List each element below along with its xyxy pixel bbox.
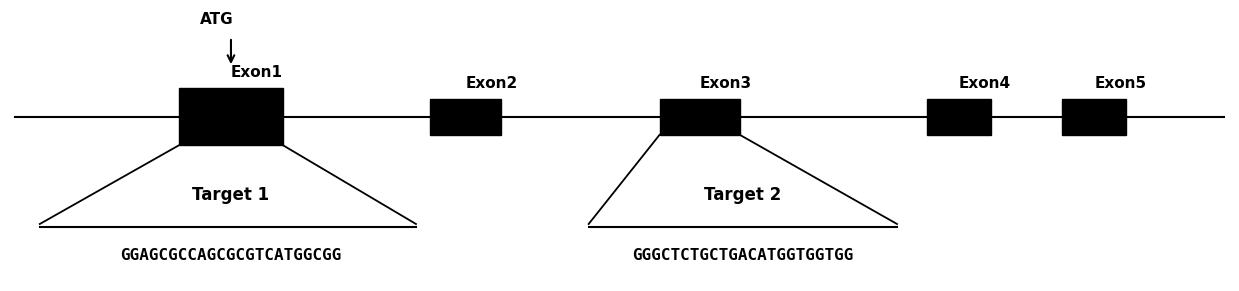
Text: Exon3: Exon3 [700,76,752,91]
Text: ATG: ATG [201,13,234,27]
Bar [178,88,284,146]
Text: Target 1: Target 1 [192,186,270,204]
Text: GGGCTCTGCTGACATGGTGGTGG: GGGCTCTGCTGACATGGTGGTGG [632,248,854,262]
Bar [430,99,501,135]
Bar [927,99,991,135]
Bar [1062,99,1126,135]
Text: Exon4: Exon4 [959,76,1011,91]
Text: Target 2: Target 2 [704,186,782,204]
Text: GGAGCGCCAGCGCGTCATGGCGG: GGAGCGCCAGCGCGTCATGGCGG [120,248,342,262]
Bar [659,99,740,135]
Text: Exon5: Exon5 [1094,76,1146,91]
Text: Exon1: Exon1 [230,65,282,80]
Text: Exon2: Exon2 [466,76,518,91]
